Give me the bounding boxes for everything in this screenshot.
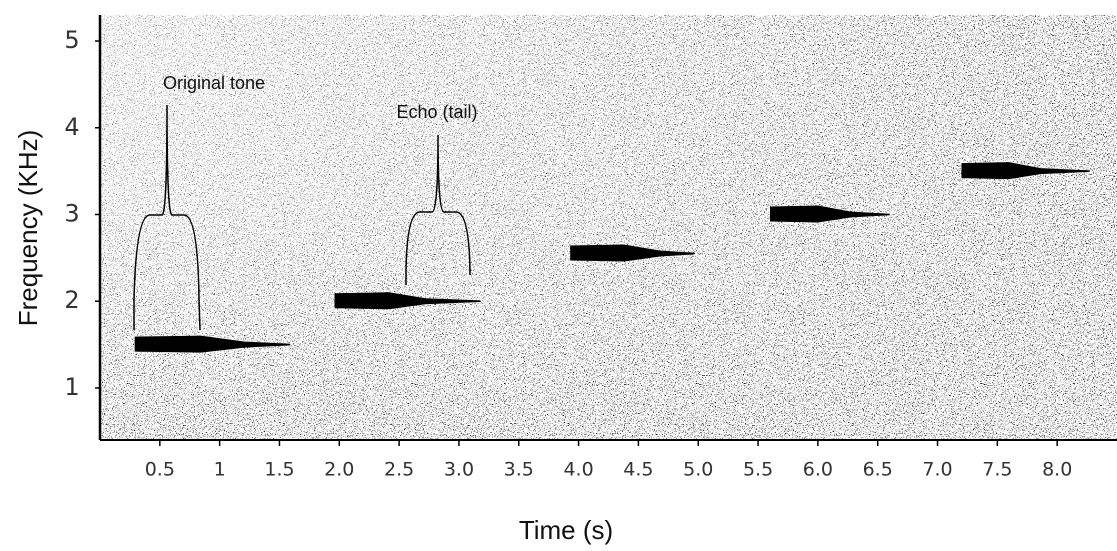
noise (100, 15, 1117, 440)
x-tick-label: 5.5 (743, 459, 773, 481)
y-tick-label: 5 (64, 26, 79, 54)
x-tick-label: 2.0 (324, 459, 354, 481)
x-tick-label: 6.0 (803, 459, 833, 481)
x-tick-label: 4.5 (623, 459, 653, 481)
annotation: Echo (tail) (396, 102, 477, 122)
annotation: Original tone (163, 73, 265, 93)
y-axis-label: Frequency (KHz) (13, 130, 43, 327)
tone (334, 292, 481, 310)
x-tick-label: 1 (214, 459, 226, 481)
tone (134, 335, 291, 353)
x-tick-label: 8.0 (1042, 459, 1072, 481)
x-tick-label: 1.5 (264, 459, 294, 481)
x-tick-label: 2.5 (384, 459, 414, 481)
bracket (405, 134, 471, 285)
x-tick-label: 3.5 (504, 459, 534, 481)
noise-field (100, 15, 1117, 440)
x-tick-label: 4.0 (563, 459, 593, 481)
y-tick-label: 4 (64, 113, 79, 141)
x-tick-label: 5.0 (683, 459, 713, 481)
x-tick-label: 7.0 (922, 459, 952, 481)
tone (770, 205, 890, 223)
x-tick-label: 6.5 (863, 459, 893, 481)
x-tick-label: 7.5 (982, 459, 1012, 481)
y-tick-label: 1 (64, 373, 79, 401)
x-tick-label: 3.0 (444, 459, 474, 481)
tone (570, 244, 695, 262)
tone (961, 162, 1090, 180)
y-tick-label: 2 (64, 286, 79, 314)
bracket (133, 104, 201, 331)
x-axis-label: Time (s) (519, 515, 613, 545)
x-tick-label: 0.5 (145, 459, 175, 481)
y-tick-label: 3 (64, 199, 79, 227)
